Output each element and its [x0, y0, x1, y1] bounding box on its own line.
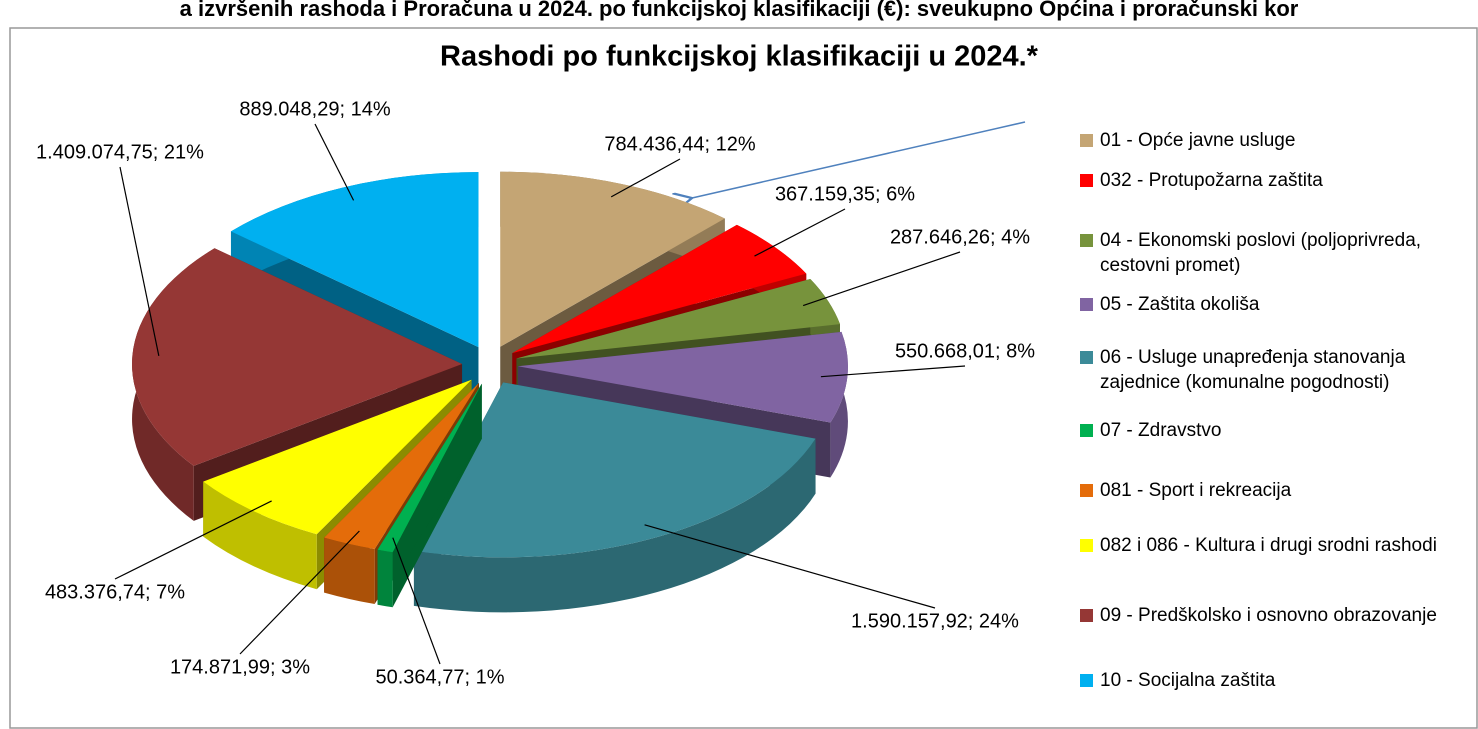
legend-label: 07 - Zdravstvo [1100, 420, 1222, 441]
leader-line [610, 158, 681, 198]
legend-label: 082 i 086 - Kultura i drugi srodni rasho… [1100, 535, 1437, 556]
chart-title: Rashodi po funkcijskoj klasifikaciji u 2… [440, 41, 1039, 73]
slice [517, 331, 848, 423]
legend-swatch [1080, 609, 1093, 622]
chart-border [9, 27, 1478, 729]
leader-line [644, 524, 936, 609]
data-label: 483.376,74; 7% [45, 581, 185, 603]
slice-side [377, 383, 482, 605]
legend-swatch [1080, 351, 1093, 364]
leader-line [802, 251, 961, 307]
legend-label: 06 - Usluge unapređenja stanovanja zajed… [1100, 347, 1406, 393]
legend-swatch [1080, 674, 1093, 687]
legend-label: 05 - Zaštita okoliša [1100, 294, 1260, 315]
legend-swatch [1080, 539, 1093, 552]
legend-label: 04 - Ekonomski poslovi (poljoprivreda, c… [1100, 230, 1422, 276]
legend-item: 06 - Usluge unapređenja stanovanja zajed… [1080, 345, 1475, 395]
leader-line [239, 530, 360, 655]
legend-item: 04 - Ekonomski poslovi (poljoprivreda, c… [1080, 228, 1475, 278]
data-label: 367.159,35; 6% [775, 183, 915, 205]
leader-line [119, 166, 160, 356]
legend-item: 081 - Sport i rekreacija [1080, 478, 1475, 503]
data-label: 889.048,29; 14% [239, 98, 390, 120]
legend-item: 01 - Opće javne usluge [1080, 128, 1475, 153]
slice-wall [413, 438, 816, 613]
data-label: 287.646,26; 4% [890, 226, 1030, 248]
legend-swatch [1080, 484, 1093, 497]
legend-label: 09 - Predškolsko i osnovno obrazovanje [1100, 605, 1437, 626]
leader-line [820, 365, 966, 378]
slice [230, 172, 479, 348]
slice [413, 382, 816, 558]
leader-line [114, 500, 272, 580]
page-header: a izvršenih rashoda i Proračuna u 2024. … [180, 0, 1299, 21]
data-label: 550.668,01; 8% [895, 340, 1035, 362]
label-bg [373, 666, 507, 689]
data-labels: 784.436,44; 12% 367.159,35; 6% 287.646,26;… [34, 98, 1038, 689]
leader-line [754, 208, 846, 257]
label-bg [237, 98, 393, 121]
legend-label: 01 - Opće javne usluge [1100, 130, 1296, 151]
legend-item: 07 - Zdravstvo [1080, 418, 1475, 443]
legend-label: 10 - Socijalna zaštita [1100, 670, 1276, 691]
legend-swatch [1080, 424, 1093, 437]
legend-item: 05 - Zaštita okoliša [1080, 292, 1475, 317]
slice-wall [203, 481, 317, 590]
data-label: 1.409.074,75; 21% [36, 141, 204, 163]
slice [203, 379, 472, 535]
label-bg [892, 340, 1038, 363]
legend-label: 032 - Protupožarna zaštita [1100, 170, 1323, 191]
label-bg [772, 183, 918, 206]
legend-item: 032 - Protupožarna zaštita [1080, 168, 1475, 193]
label-bg [849, 610, 1022, 633]
slice [516, 278, 841, 359]
label-bg [42, 581, 188, 604]
slice [132, 248, 463, 466]
data-label: 174.871,99; 3% [170, 656, 310, 678]
slice [324, 383, 479, 550]
slice [512, 224, 807, 354]
label-bg [34, 141, 207, 164]
slice [377, 383, 482, 553]
pie [132, 171, 848, 613]
label-bg [167, 656, 313, 679]
slice-wall [377, 549, 393, 608]
legend-swatch [1080, 298, 1093, 311]
label-bg [887, 226, 1033, 249]
data-label: 1.590.157,92; 24% [851, 610, 1019, 632]
slice [500, 171, 725, 347]
arrow [692, 121, 1026, 198]
leader-line [314, 123, 355, 201]
legend-swatch [1080, 174, 1093, 187]
legend-swatch [1080, 234, 1093, 247]
legend-item: 082 i 086 - Kultura i drugi srodni rasho… [1080, 533, 1475, 558]
leader-line [392, 537, 441, 665]
legend-item: 09 - Predškolsko i osnovno obrazovanje [1080, 603, 1475, 628]
legend-swatch [1080, 134, 1093, 147]
label-bg [602, 133, 758, 156]
legend-item: 10 - Socijalna zaštita [1080, 668, 1475, 693]
data-label: 784.436,44; 12% [604, 133, 755, 155]
legend-label: 081 - Sport i rekreacija [1100, 480, 1292, 501]
data-label: 50.364,77; 1% [376, 666, 505, 688]
